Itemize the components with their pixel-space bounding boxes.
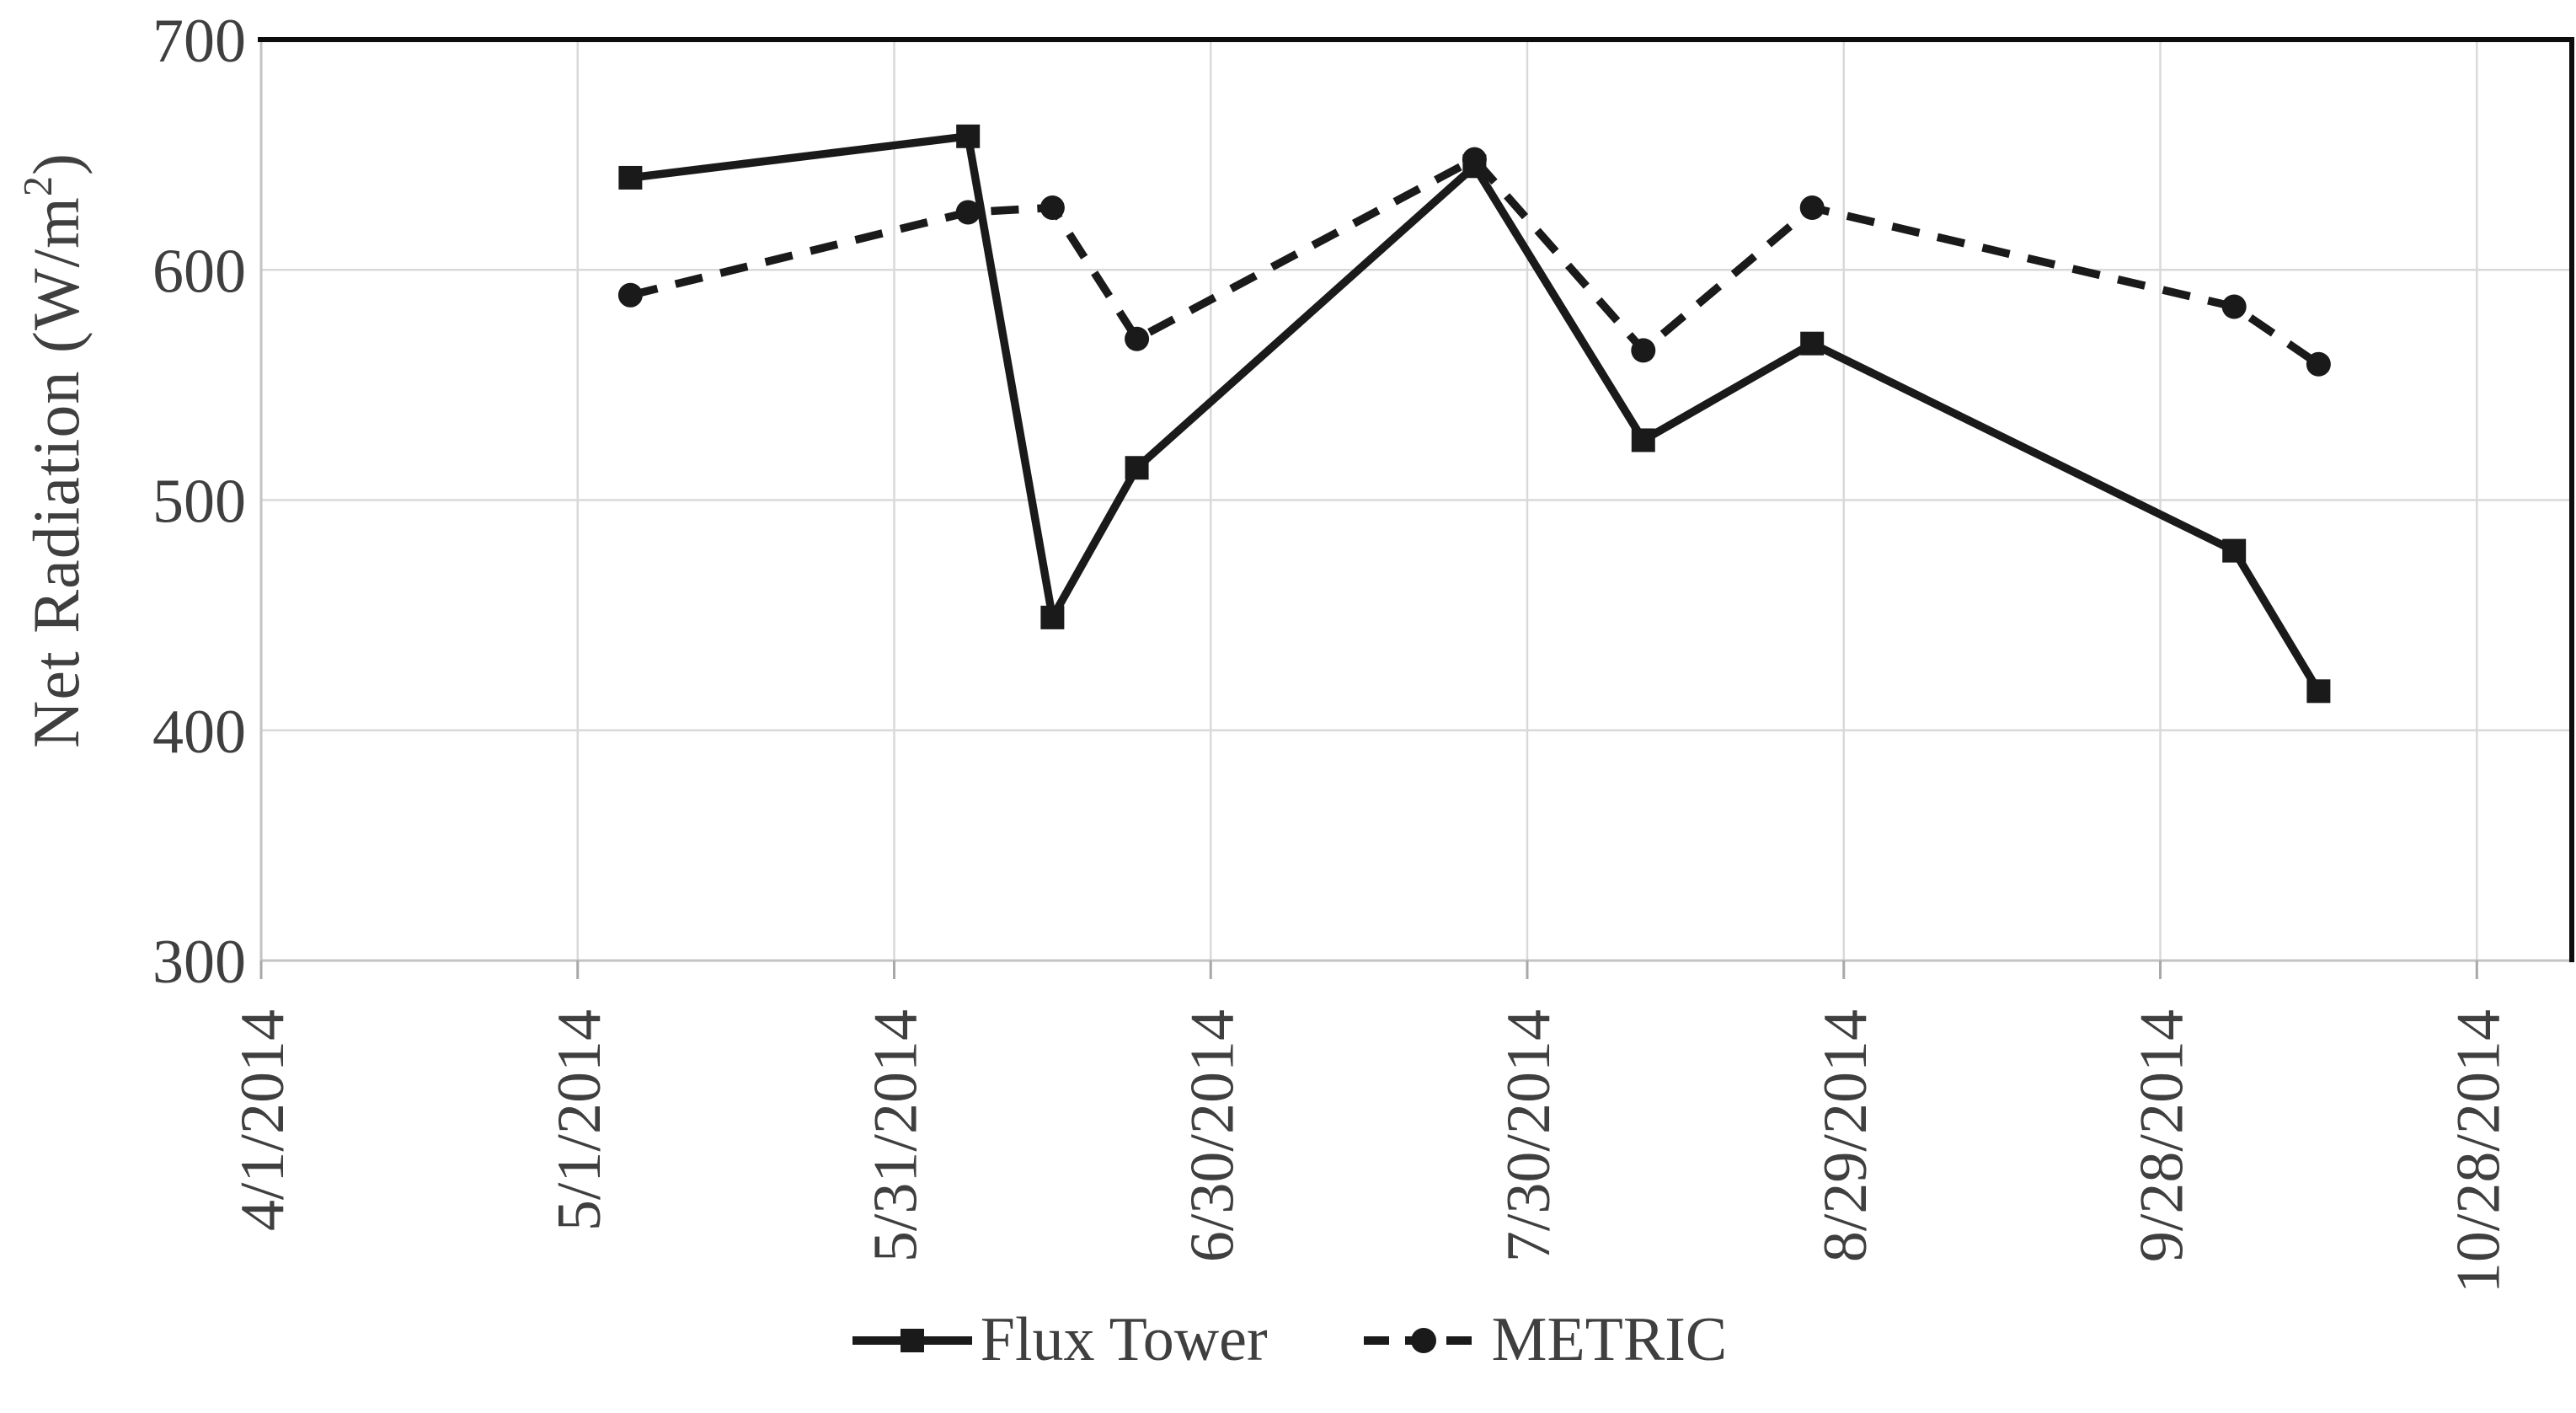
flux-tower-legend-marker-icon bbox=[849, 1314, 975, 1368]
legend-marker-graphic bbox=[1363, 1327, 1483, 1353]
chart-legend: Flux Tower METRIC bbox=[0, 1304, 2576, 1376]
y-axis-title: Net Radiation (W/m2) bbox=[16, 152, 94, 748]
x-tick-label: 10/28/2014 bbox=[2444, 1009, 2513, 1293]
data-point-marker-circle bbox=[2306, 351, 2331, 377]
data-point-marker-circle bbox=[955, 200, 981, 225]
x-tick-label: 7/30/2014 bbox=[1494, 1009, 1563, 1262]
data-point-marker-square bbox=[1800, 331, 1825, 356]
y-axis-title-text: Net Radiation (W/m bbox=[19, 196, 93, 748]
y-tick-label: 300 bbox=[152, 928, 246, 997]
legend-marker-graphic bbox=[852, 1328, 972, 1352]
x-tick-label: 5/31/2014 bbox=[862, 1009, 931, 1262]
y-axis-title-close: ) bbox=[19, 152, 93, 175]
data-point-marker-circle bbox=[1631, 338, 1656, 363]
x-tick-label: 5/1/2014 bbox=[545, 1009, 614, 1231]
y-tick-label: 500 bbox=[152, 468, 246, 537]
data-point-marker-circle bbox=[1799, 195, 1825, 220]
series-line-metric bbox=[629, 154, 2322, 368]
legend-label-flux-tower: Flux Tower bbox=[980, 1305, 1268, 1374]
y-tick-label: 600 bbox=[152, 237, 246, 306]
y-axis-title-superscript: 2 bbox=[16, 174, 61, 197]
x-tick-label: 9/28/2014 bbox=[2128, 1009, 2197, 1262]
metric-legend-marker-icon bbox=[1360, 1314, 1487, 1368]
x-tick-label: 6/30/2014 bbox=[1178, 1009, 1247, 1262]
data-point-marker-square bbox=[618, 165, 643, 190]
data-point-marker-square bbox=[1040, 605, 1065, 629]
data-point-marker-square bbox=[2222, 538, 2247, 563]
series-line-flux-tower bbox=[629, 131, 2322, 693]
legend-label-metric: METRIC bbox=[1491, 1305, 1728, 1374]
data-point-marker-square bbox=[1631, 428, 1655, 452]
data-point-marker-square bbox=[956, 124, 981, 148]
y-tick-label: 400 bbox=[152, 698, 246, 767]
data-point-marker-circle bbox=[617, 282, 643, 308]
x-tick-label: 8/29/2014 bbox=[1811, 1009, 1880, 1262]
y-tick-label: 700 bbox=[152, 7, 246, 76]
data-point-marker-circle bbox=[2221, 294, 2247, 319]
data-point-marker-square bbox=[1462, 154, 1487, 179]
x-tick-label: 4/1/2014 bbox=[228, 1009, 297, 1231]
legend-item-flux-tower: Flux Tower bbox=[849, 1304, 1268, 1376]
data-point-marker-circle bbox=[1125, 326, 1150, 351]
data-point-marker-square bbox=[2306, 679, 2331, 704]
legend-item-metric: METRIC bbox=[1360, 1304, 1728, 1376]
data-point-marker-circle bbox=[1039, 195, 1065, 220]
data-point-marker-square bbox=[1125, 456, 1149, 480]
